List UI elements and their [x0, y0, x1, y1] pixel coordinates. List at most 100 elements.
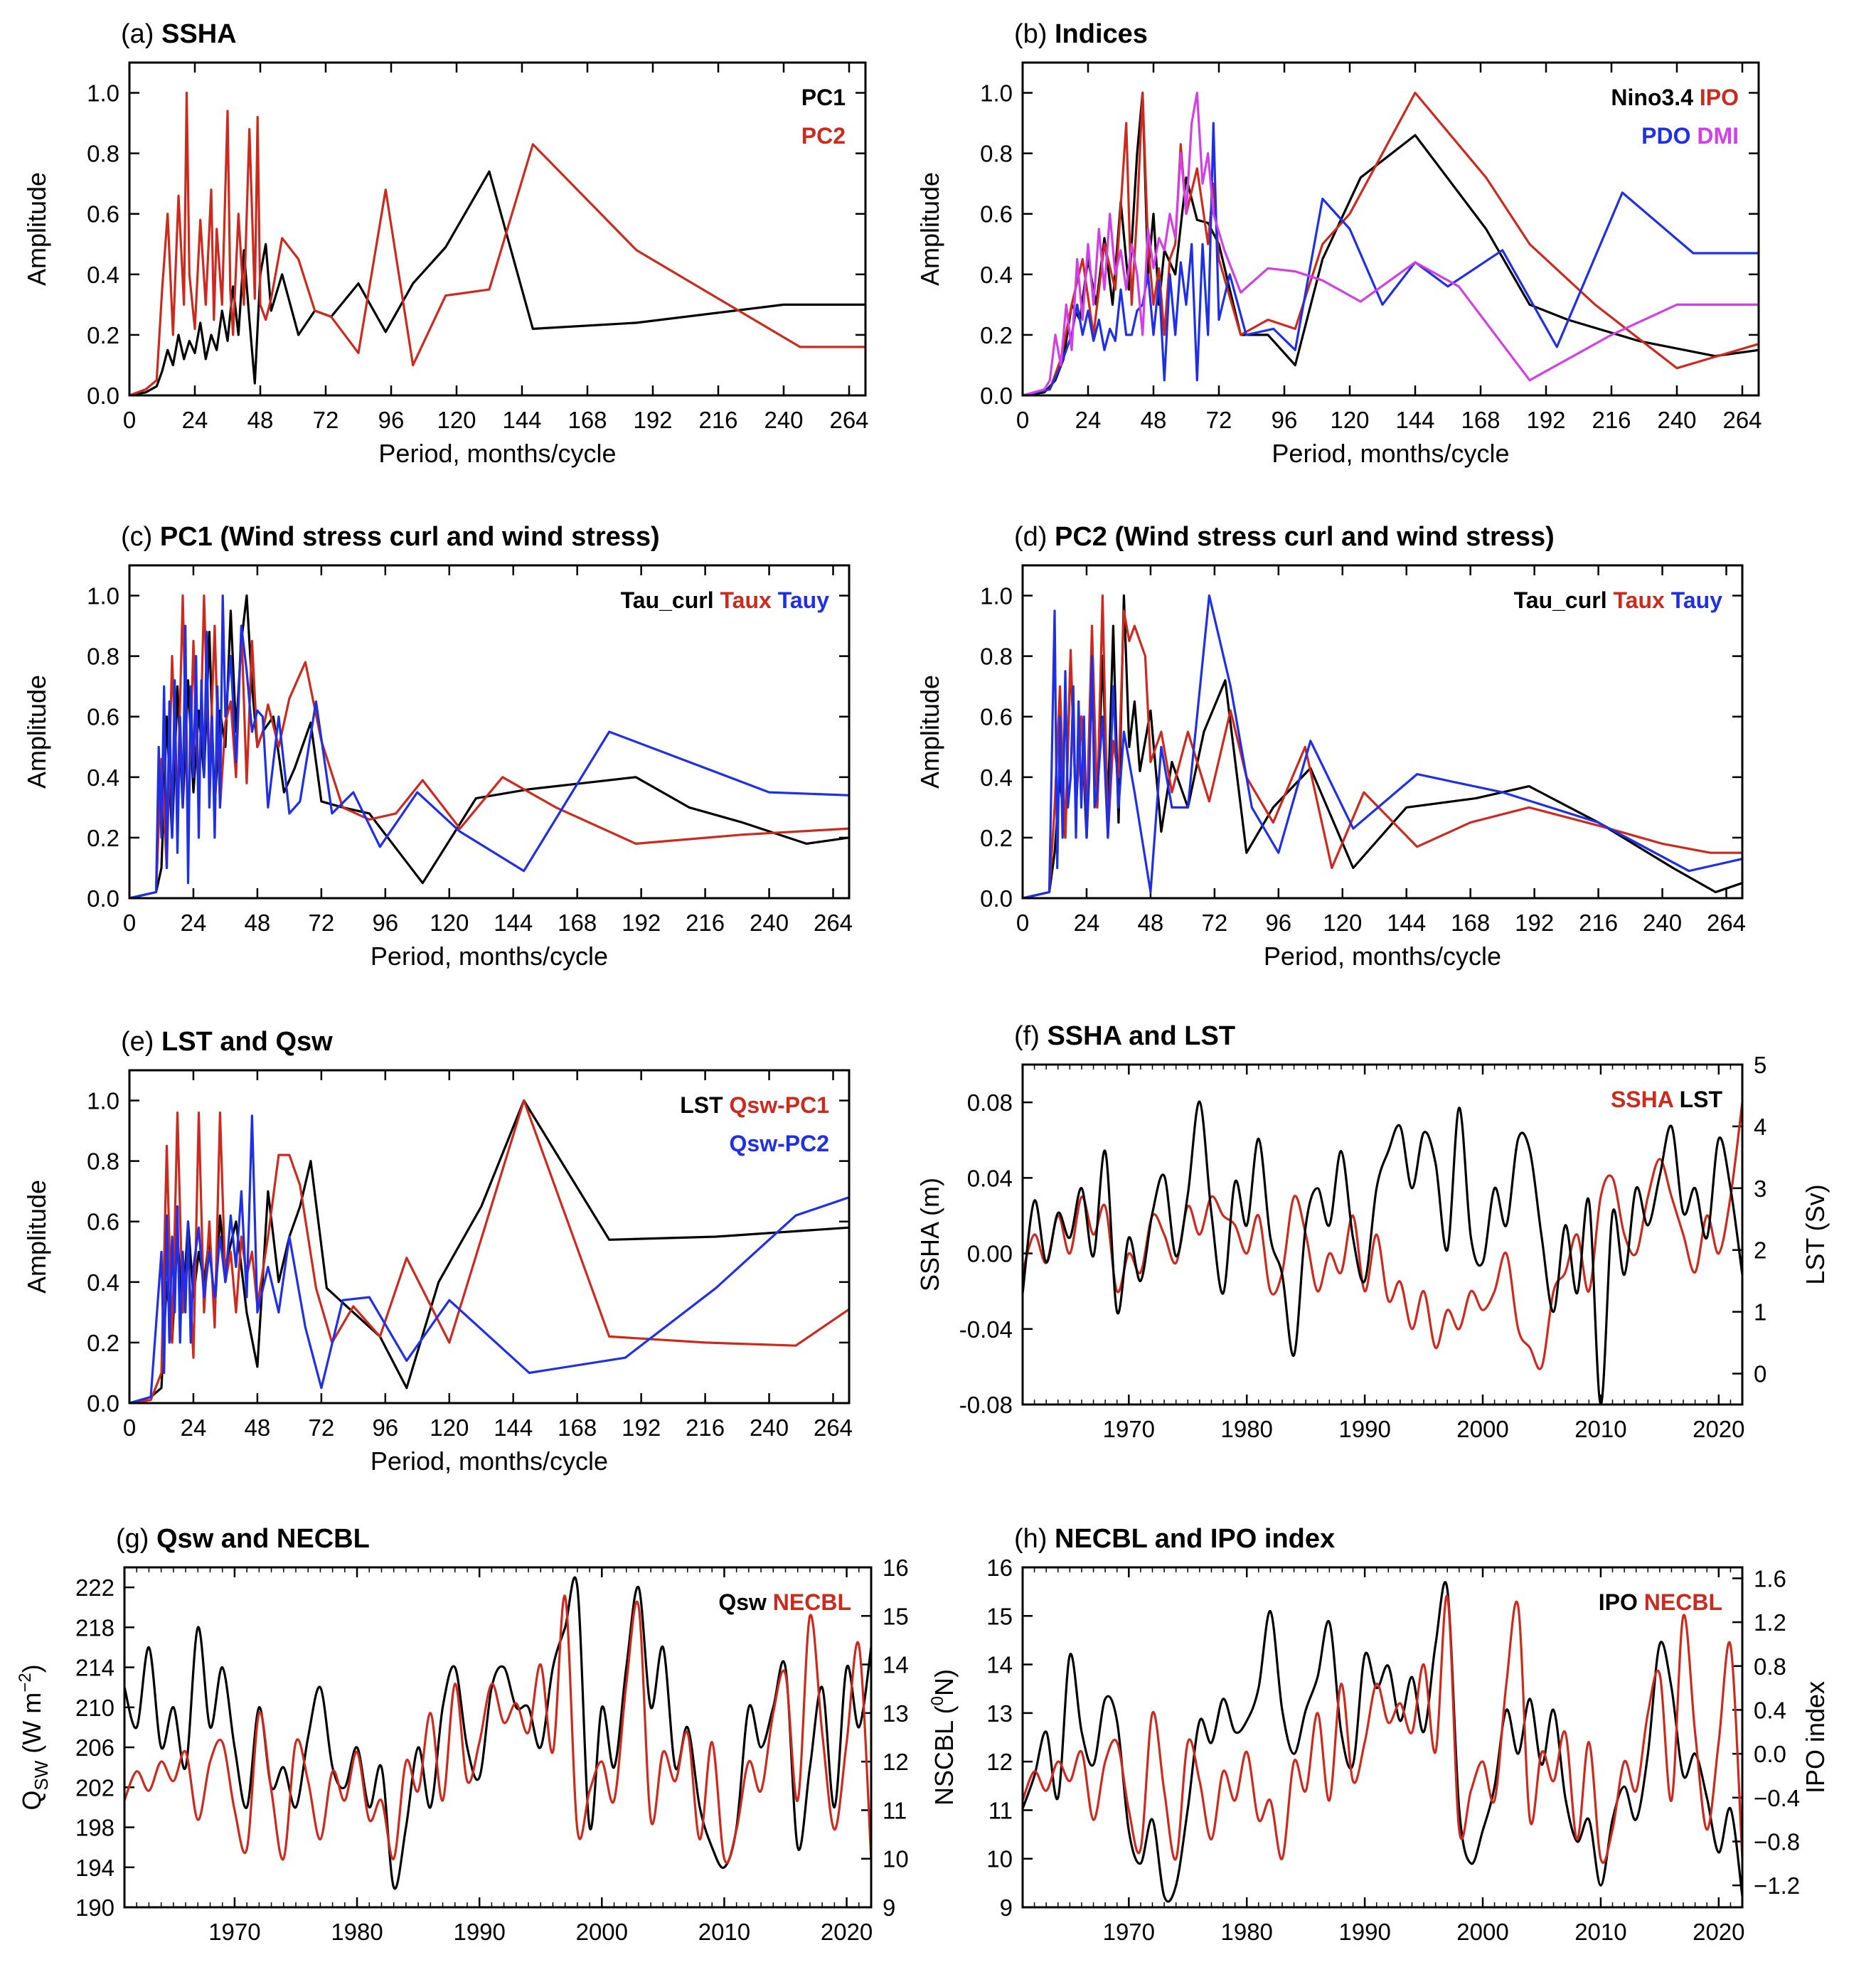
x-tick-label: 2010 — [1574, 1416, 1626, 1442]
y-tick-label: 218 — [75, 1614, 114, 1641]
series-line-ssha — [1023, 1102, 1742, 1370]
y-tick-right-label: 12 — [883, 1749, 909, 1775]
x-tick-label: 72 — [313, 407, 339, 433]
y-tick-label: 0.0 — [87, 383, 119, 409]
x-tick-label: 48 — [1141, 407, 1167, 433]
y-tick-label: 0.4 — [87, 764, 119, 791]
x-tick-label: 192 — [1526, 407, 1565, 433]
legend-entry-ipo: IPO — [1599, 1589, 1638, 1615]
x-tick-label: 1970 — [1103, 1416, 1155, 1442]
x-tick-label: 96 — [1265, 910, 1291, 936]
x-tick-label: 168 — [1451, 910, 1490, 936]
legend-entry-qsw-pc2: Qsw-PC2 — [730, 1131, 829, 1156]
y-tick-label: 13 — [986, 1700, 1013, 1727]
x-tick-label: 144 — [1395, 407, 1434, 433]
y-tick-right-label: 1.2 — [1754, 1609, 1786, 1636]
x-tick-label: 120 — [437, 407, 476, 433]
y-axis-label: QSW (W m−2) — [16, 1664, 52, 1810]
y-tick-right-label: 11 — [883, 1797, 907, 1823]
legend-entry-nino3.4: Nino3.4 — [1611, 85, 1693, 110]
x-tick-label: 48 — [245, 910, 271, 936]
y-tick-label: 0.04 — [967, 1165, 1013, 1191]
panel-title: (e) LST and Qsw — [121, 1027, 333, 1057]
y-tick-label: 0.8 — [980, 644, 1013, 670]
x-tick-label: 48 — [245, 1414, 271, 1441]
y-tick-label: 0.6 — [87, 1209, 119, 1235]
x-tick-label: 2010 — [698, 1919, 750, 1945]
legend-entry-pdo: PDO — [1641, 123, 1690, 149]
panel-tag: (e) — [121, 1027, 161, 1057]
y-tick-label: 9 — [1000, 1894, 1013, 1921]
x-tick-label: 168 — [558, 1414, 597, 1441]
x-tick-label: 24 — [182, 407, 208, 433]
panel-title-text: PC1 (Wind stress curl and wind stress) — [160, 522, 660, 552]
series-line-taux — [1023, 594, 1742, 898]
y-tick-label: 0.2 — [980, 825, 1013, 851]
x-tick-label: 48 — [247, 407, 274, 433]
x-axis-label: Period, months/cycle — [1264, 942, 1501, 971]
x-tick-label: 72 — [1202, 910, 1228, 936]
x-tick-label: 1970 — [1103, 1919, 1155, 1945]
series-line-qsw-pc2 — [129, 1114, 849, 1403]
y-tick-label: 14 — [986, 1652, 1013, 1678]
x-tick-label: 216 — [1592, 407, 1631, 433]
y-tick-right-label: −1.2 — [1754, 1872, 1800, 1899]
x-tick-label: 24 — [181, 910, 207, 936]
x-axis-label: Period, months/cycle — [378, 439, 616, 468]
x-tick-label: 2000 — [1456, 1416, 1508, 1442]
y-tick-label: 1.0 — [87, 583, 119, 609]
y-tick-label: 0.0 — [980, 885, 1013, 912]
x-tick-label: 216 — [1579, 910, 1618, 936]
y-tick-label: 0.4 — [87, 1269, 119, 1296]
x-tick-label: 264 — [1722, 407, 1762, 433]
x-tick-label: 1990 — [1338, 1416, 1390, 1442]
legend: IPO NECBL — [1599, 1589, 1722, 1615]
y-tick-label: 16 — [986, 1555, 1013, 1581]
legend-entry-dmi: DMI — [1690, 123, 1739, 149]
panel-title: (c) PC1 (Wind stress curl and wind stres… — [121, 522, 660, 552]
panel-h: (h) NECBL and IPO index 1970 1980 1990 2000 2… — [986, 1524, 1830, 1945]
y-tick-label: 214 — [75, 1655, 114, 1681]
y-tick-label: 0.2 — [87, 322, 119, 348]
y-tick-label: 0.4 — [980, 764, 1013, 791]
x-tick-label: 240 — [1657, 407, 1696, 433]
x-tick-label: 264 — [829, 407, 868, 433]
y-tick-label: 222 — [75, 1574, 114, 1601]
x-tick-label: 168 — [1461, 407, 1500, 433]
legend-entry-lst: LST — [1673, 1087, 1723, 1112]
x-tick-label: 120 — [1330, 407, 1369, 433]
legend-entry-necbl: NECBL — [1638, 1589, 1722, 1615]
panel-e: (e) LST and Qsw 0 24 48 72 96 120 144 168 192 216 2… — [22, 1027, 853, 1476]
x-tick-label: 1990 — [453, 1919, 505, 1945]
panel-title-text: SSHA and LST — [1047, 1021, 1235, 1051]
y-tick-label: 1.0 — [980, 583, 1013, 609]
y-tick-label: 0.2 — [87, 825, 119, 851]
y-tick-label: 194 — [75, 1855, 114, 1881]
series-line-qsw — [124, 1576, 871, 1890]
x-tick-label: 0 — [1016, 407, 1029, 433]
y-tick-label: 0.0 — [980, 383, 1013, 409]
y-tick-right-label: 5 — [1754, 1052, 1766, 1078]
panel-title: (d) PC2 (Wind stress curl and wind stres… — [1014, 522, 1555, 552]
legend: Tau_curl Taux Tauy — [1514, 587, 1723, 613]
x-tick-label: 48 — [1138, 910, 1164, 936]
x-tick-label: 240 — [1643, 910, 1682, 936]
x-axis-label: Period, months/cycle — [1272, 439, 1509, 468]
panel-title: (g) Qsw and NECBL — [116, 1524, 370, 1554]
x-tick-label: 120 — [1323, 910, 1362, 936]
legend-entry-pc1: PC1 — [801, 85, 846, 110]
y-axis-right-label: IPO index — [1801, 1681, 1830, 1794]
legend-entry-pc2: PC2 — [801, 123, 846, 149]
x-tick-label: 72 — [1206, 407, 1232, 433]
panel-title-text: LST and Qsw — [161, 1027, 333, 1057]
x-tick-label: 1970 — [208, 1919, 260, 1945]
y-tick-label: 0.8 — [980, 141, 1013, 167]
series-line-taux — [129, 594, 849, 898]
y-tick-label: 0.4 — [980, 262, 1013, 288]
legend-entry-necbl: NECBL — [767, 1589, 851, 1615]
x-tick-label: 216 — [686, 1414, 725, 1441]
y-tick-label: 0.6 — [980, 704, 1013, 730]
y-tick-label: 206 — [75, 1734, 114, 1761]
